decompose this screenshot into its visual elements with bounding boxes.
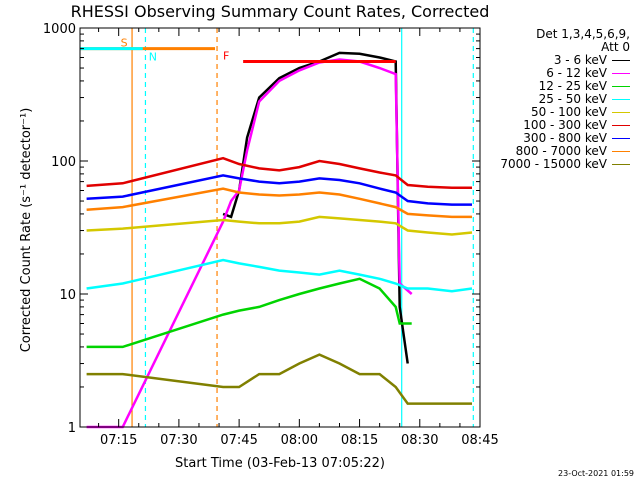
legend-entry-label: 300 - 800 keV: [523, 131, 607, 145]
legend-entry: 800 - 7000 keV: [500, 145, 630, 158]
footer-date: 23-Oct-2021 01:59: [558, 469, 634, 478]
y-axis: 1 10 100 1000: [43, 22, 480, 436]
state-bar-label: N: [149, 51, 157, 64]
legend-entry-label: 7000 - 15000 keV: [500, 157, 607, 171]
legend: Det 1,3,4,5,6,9, Att 0 3 - 6 keV 6 - 12 k…: [500, 28, 630, 171]
x-tick-label: 08:45: [461, 433, 498, 448]
legend-swatch: [612, 151, 630, 152]
y-tick-label: 10: [59, 288, 76, 303]
series-line: [86, 58, 413, 429]
legend-entry: 25 - 50 keV: [500, 93, 630, 106]
y-axis-label: Corrected Count Rate (s⁻¹ detector⁻¹): [19, 108, 34, 353]
y-tick-label: 1000: [43, 22, 76, 37]
chart-title: RHESSI Observing Summary Count Rates, Co…: [71, 2, 490, 21]
x-axis-label: Start Time (03-Feb-13 07:05:22): [175, 456, 385, 471]
series-line: [86, 215, 473, 236]
legend-swatch: [612, 112, 630, 113]
x-axis: 07:15 07:30 07:45 08:00 08:15 08:30 08:45: [98, 28, 499, 448]
legend-entry: 50 - 100 keV: [500, 106, 630, 119]
x-tick-label: 08:15: [341, 433, 378, 448]
legend-entry-label: 6 - 12 keV: [546, 66, 607, 80]
legend-swatch: [612, 138, 630, 139]
x-tick-label: 08:30: [401, 433, 438, 448]
state-bar-label: F: [223, 49, 229, 62]
legend-swatch: [612, 86, 630, 87]
legend-entry-label: 50 - 100 keV: [530, 105, 607, 119]
legend-entry-label: 100 - 300 keV: [523, 118, 607, 132]
series-line: [86, 277, 412, 349]
state-bar-label: S: [121, 37, 128, 50]
legend-swatch: [612, 60, 630, 61]
legend-swatch: [612, 99, 630, 100]
legend-entry-label: 800 - 7000 keV: [515, 144, 607, 158]
series-line: [86, 174, 472, 206]
legend-entry: 7000 - 15000 keV: [500, 158, 630, 171]
legend-entry: 6 - 12 keV: [500, 67, 630, 80]
observing-bars: S N F: [80, 37, 396, 64]
series-layer: [86, 51, 473, 429]
x-tick-label: 07:15: [100, 433, 137, 448]
series-line: [222, 51, 409, 364]
series-line: [86, 187, 472, 219]
vertical-markers: [131, 28, 474, 427]
x-tick-label: 07:30: [160, 433, 197, 448]
series-line: [86, 156, 472, 189]
legend-entry-label: 3 - 6 keV: [553, 53, 607, 67]
y-tick-label: 1: [68, 421, 76, 436]
x-tick-label: 08:00: [281, 433, 318, 448]
legend-entry: 300 - 800 keV: [500, 132, 630, 145]
series-line: [86, 353, 472, 405]
legend-entry-label: 12 - 25 keV: [538, 79, 607, 93]
series-line: [86, 258, 473, 293]
legend-entry: 3 - 6 keV: [500, 54, 630, 67]
legend-swatch: [612, 164, 630, 165]
legend-entry: 12 - 25 keV: [500, 80, 630, 93]
plot-frame: [79, 27, 481, 428]
x-tick-label: 07:45: [220, 433, 257, 448]
legend-header-line: Att 0: [601, 40, 630, 54]
legend-entry: 100 - 300 keV: [500, 119, 630, 132]
legend-swatch: [612, 73, 630, 74]
legend-swatch: [612, 125, 630, 126]
legend-items: 3 - 6 keV 6 - 12 keV 12 - 25 keV 25 - 50 ke…: [500, 54, 630, 171]
legend-entry-label: 25 - 50 keV: [538, 92, 607, 106]
y-tick-label: 100: [51, 155, 76, 170]
legend-header-line: Det 1,3,4,5,6,9,: [536, 27, 630, 41]
